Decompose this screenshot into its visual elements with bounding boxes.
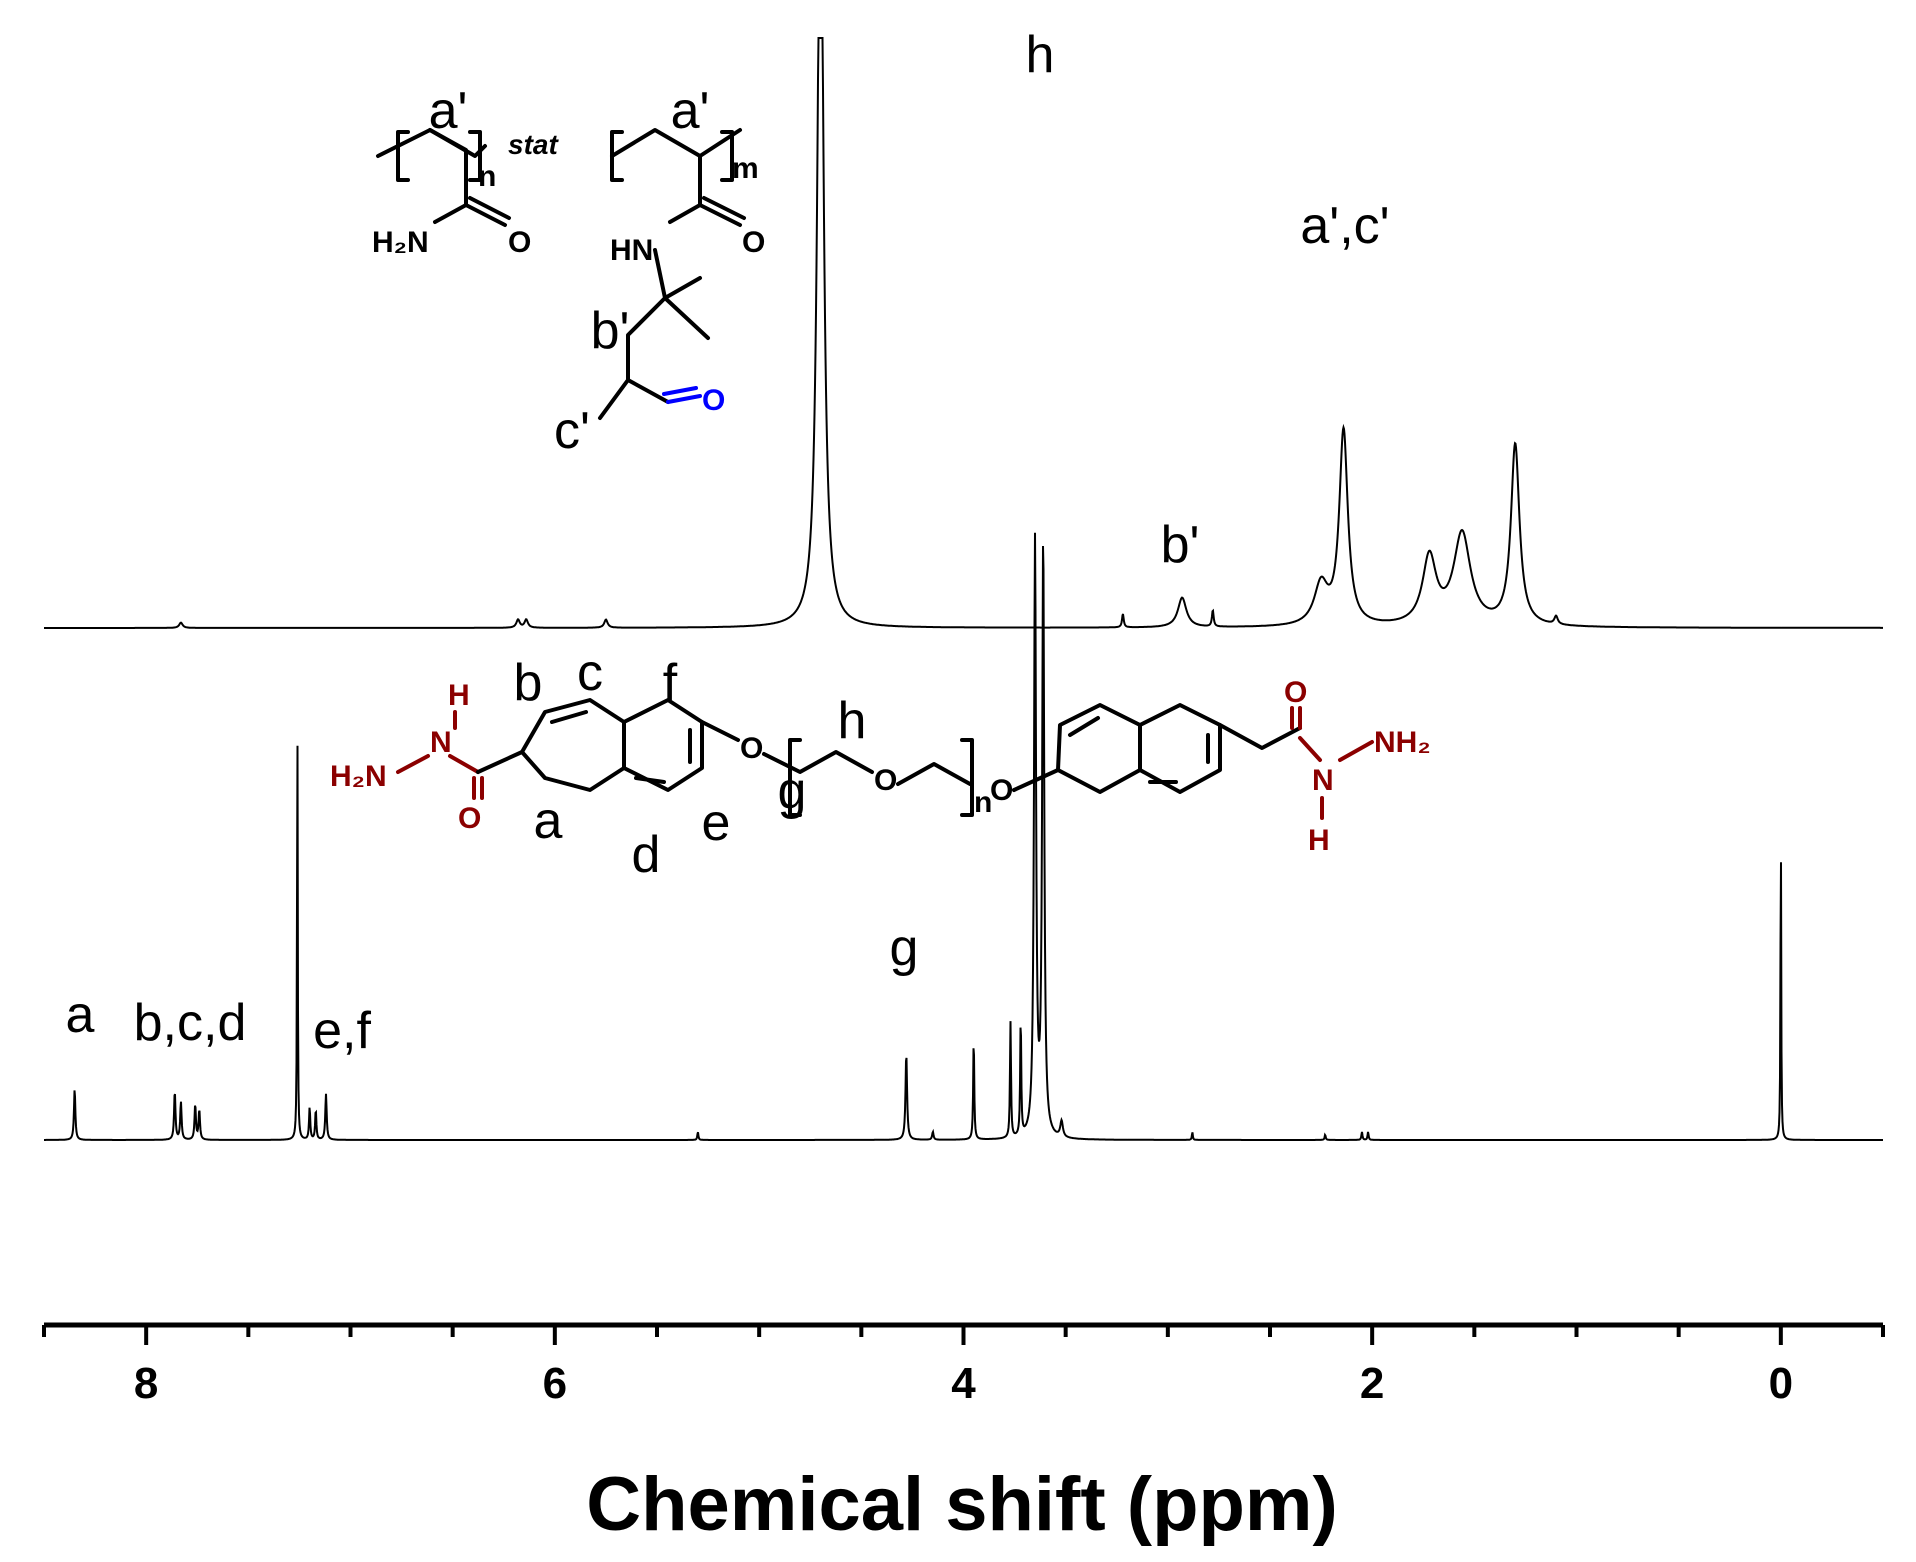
svg-text:O: O [740,732,763,765]
svg-text:a': a' [671,82,710,140]
svg-text:c: c [577,644,603,702]
svg-text:HN: HN [610,234,653,267]
polymer-structure: H₂N O a' n stat HN O a' m O b' c' [372,82,765,460]
crosslinker-structure: H N H₂N O b c f a d e O O h g n O [330,644,1431,884]
svg-text:n: n [478,160,496,193]
svg-text:O: O [1284,676,1307,709]
svg-text:O: O [990,774,1013,807]
svg-text:e: e [702,794,731,852]
x-tick-label: 0 [1769,1359,1793,1408]
svg-text:O: O [702,384,725,417]
svg-text:O: O [458,802,481,835]
svg-text:c': c' [554,402,590,460]
peak-label-h: h [1026,26,1055,84]
peak-label-g: g [890,919,919,977]
svg-text:H: H [448,679,470,712]
svg-text:H₂N: H₂N [330,760,387,793]
x-tick-label: 6 [543,1359,567,1408]
svg-text:N: N [430,726,452,759]
svg-text:H: H [1308,824,1330,857]
x-axis-ticks: 8 6 4 2 0 [42,1325,1885,1408]
x-axis-title: Chemical shift (ppm) [586,1462,1338,1547]
svg-text:b': b' [591,302,630,360]
svg-text:a: a [534,792,563,850]
svg-text:N: N [1312,764,1334,797]
spectrum-trace-bottom [44,532,1883,1141]
svg-text:g: g [778,762,807,820]
svg-text:H₂N: H₂N [372,226,429,259]
spectrum-trace-top [44,37,1883,629]
x-tick-label: 4 [951,1359,976,1408]
svg-text:O: O [508,226,531,259]
svg-text:m: m [732,152,759,185]
svg-text:O: O [742,226,765,259]
x-tick-label: 2 [1360,1359,1384,1408]
svg-text:a': a' [429,82,468,140]
peak-label-e-f: e,f [313,1002,371,1060]
svg-text:b: b [514,654,543,712]
svg-text:h: h [838,692,867,750]
x-tick-label: 8 [134,1359,158,1408]
svg-text:d: d [632,826,661,884]
svg-text:f: f [663,654,678,712]
peak-label-b-prime: b' [1161,516,1200,574]
peak-label-b-c-d: b,c,d [134,994,247,1052]
peak-label-a: a [66,986,95,1044]
svg-text:O: O [874,764,897,797]
peak-label-a-prime-c-prime: a',c' [1300,197,1389,255]
svg-text:n: n [974,786,992,819]
svg-text:NH₂: NH₂ [1374,726,1431,759]
svg-text:stat: stat [508,129,559,160]
